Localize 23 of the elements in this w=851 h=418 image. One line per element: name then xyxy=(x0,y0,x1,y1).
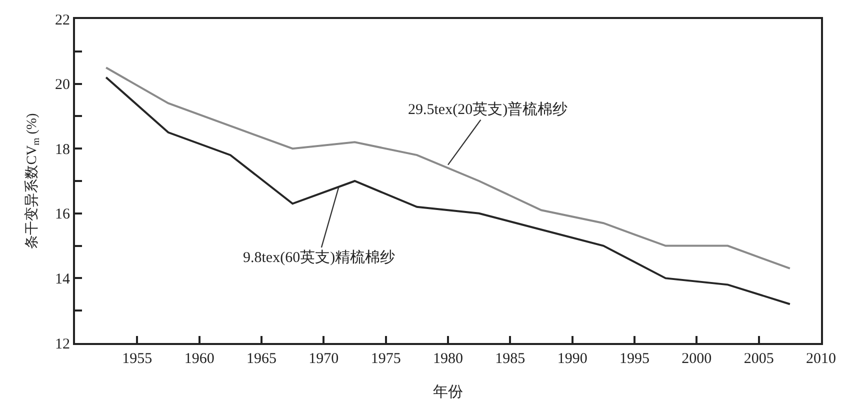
y-tick-label: 16 xyxy=(55,206,70,223)
x-tick-label: 1990 xyxy=(557,351,588,367)
y-tick-label: 12 xyxy=(55,336,70,352)
y-tick-label: 22 xyxy=(55,12,70,28)
x-tick-label: 2000 xyxy=(682,351,712,367)
line-series xyxy=(105,76,791,306)
x-tick-label: 2005 xyxy=(744,351,774,367)
line-series xyxy=(105,66,791,270)
x-tick-label: 1960 xyxy=(184,351,214,367)
y-tick-label: 14 xyxy=(55,271,70,288)
annotation: 9.8tex(60英支)精梳棉纱 xyxy=(243,249,396,266)
x-tick-label: 1975 xyxy=(370,351,401,367)
x-tick-label: 1965 xyxy=(246,351,276,367)
y-tick-label: 18 xyxy=(55,142,70,158)
y-tick-label: 20 xyxy=(55,77,70,94)
x-tick-label: 1985 xyxy=(495,351,526,367)
x-tick-label: 2010 xyxy=(806,351,836,367)
x-tick-label: 1995 xyxy=(620,351,650,367)
x-tick-label: 1980 xyxy=(433,351,463,367)
x-axis-title: 年份 xyxy=(433,384,463,400)
annotation: 29.5tex(20英支)普梳棉纱 xyxy=(408,101,568,118)
x-tick-label: 1970 xyxy=(308,351,339,367)
x-tick-label: 1955 xyxy=(122,351,152,367)
